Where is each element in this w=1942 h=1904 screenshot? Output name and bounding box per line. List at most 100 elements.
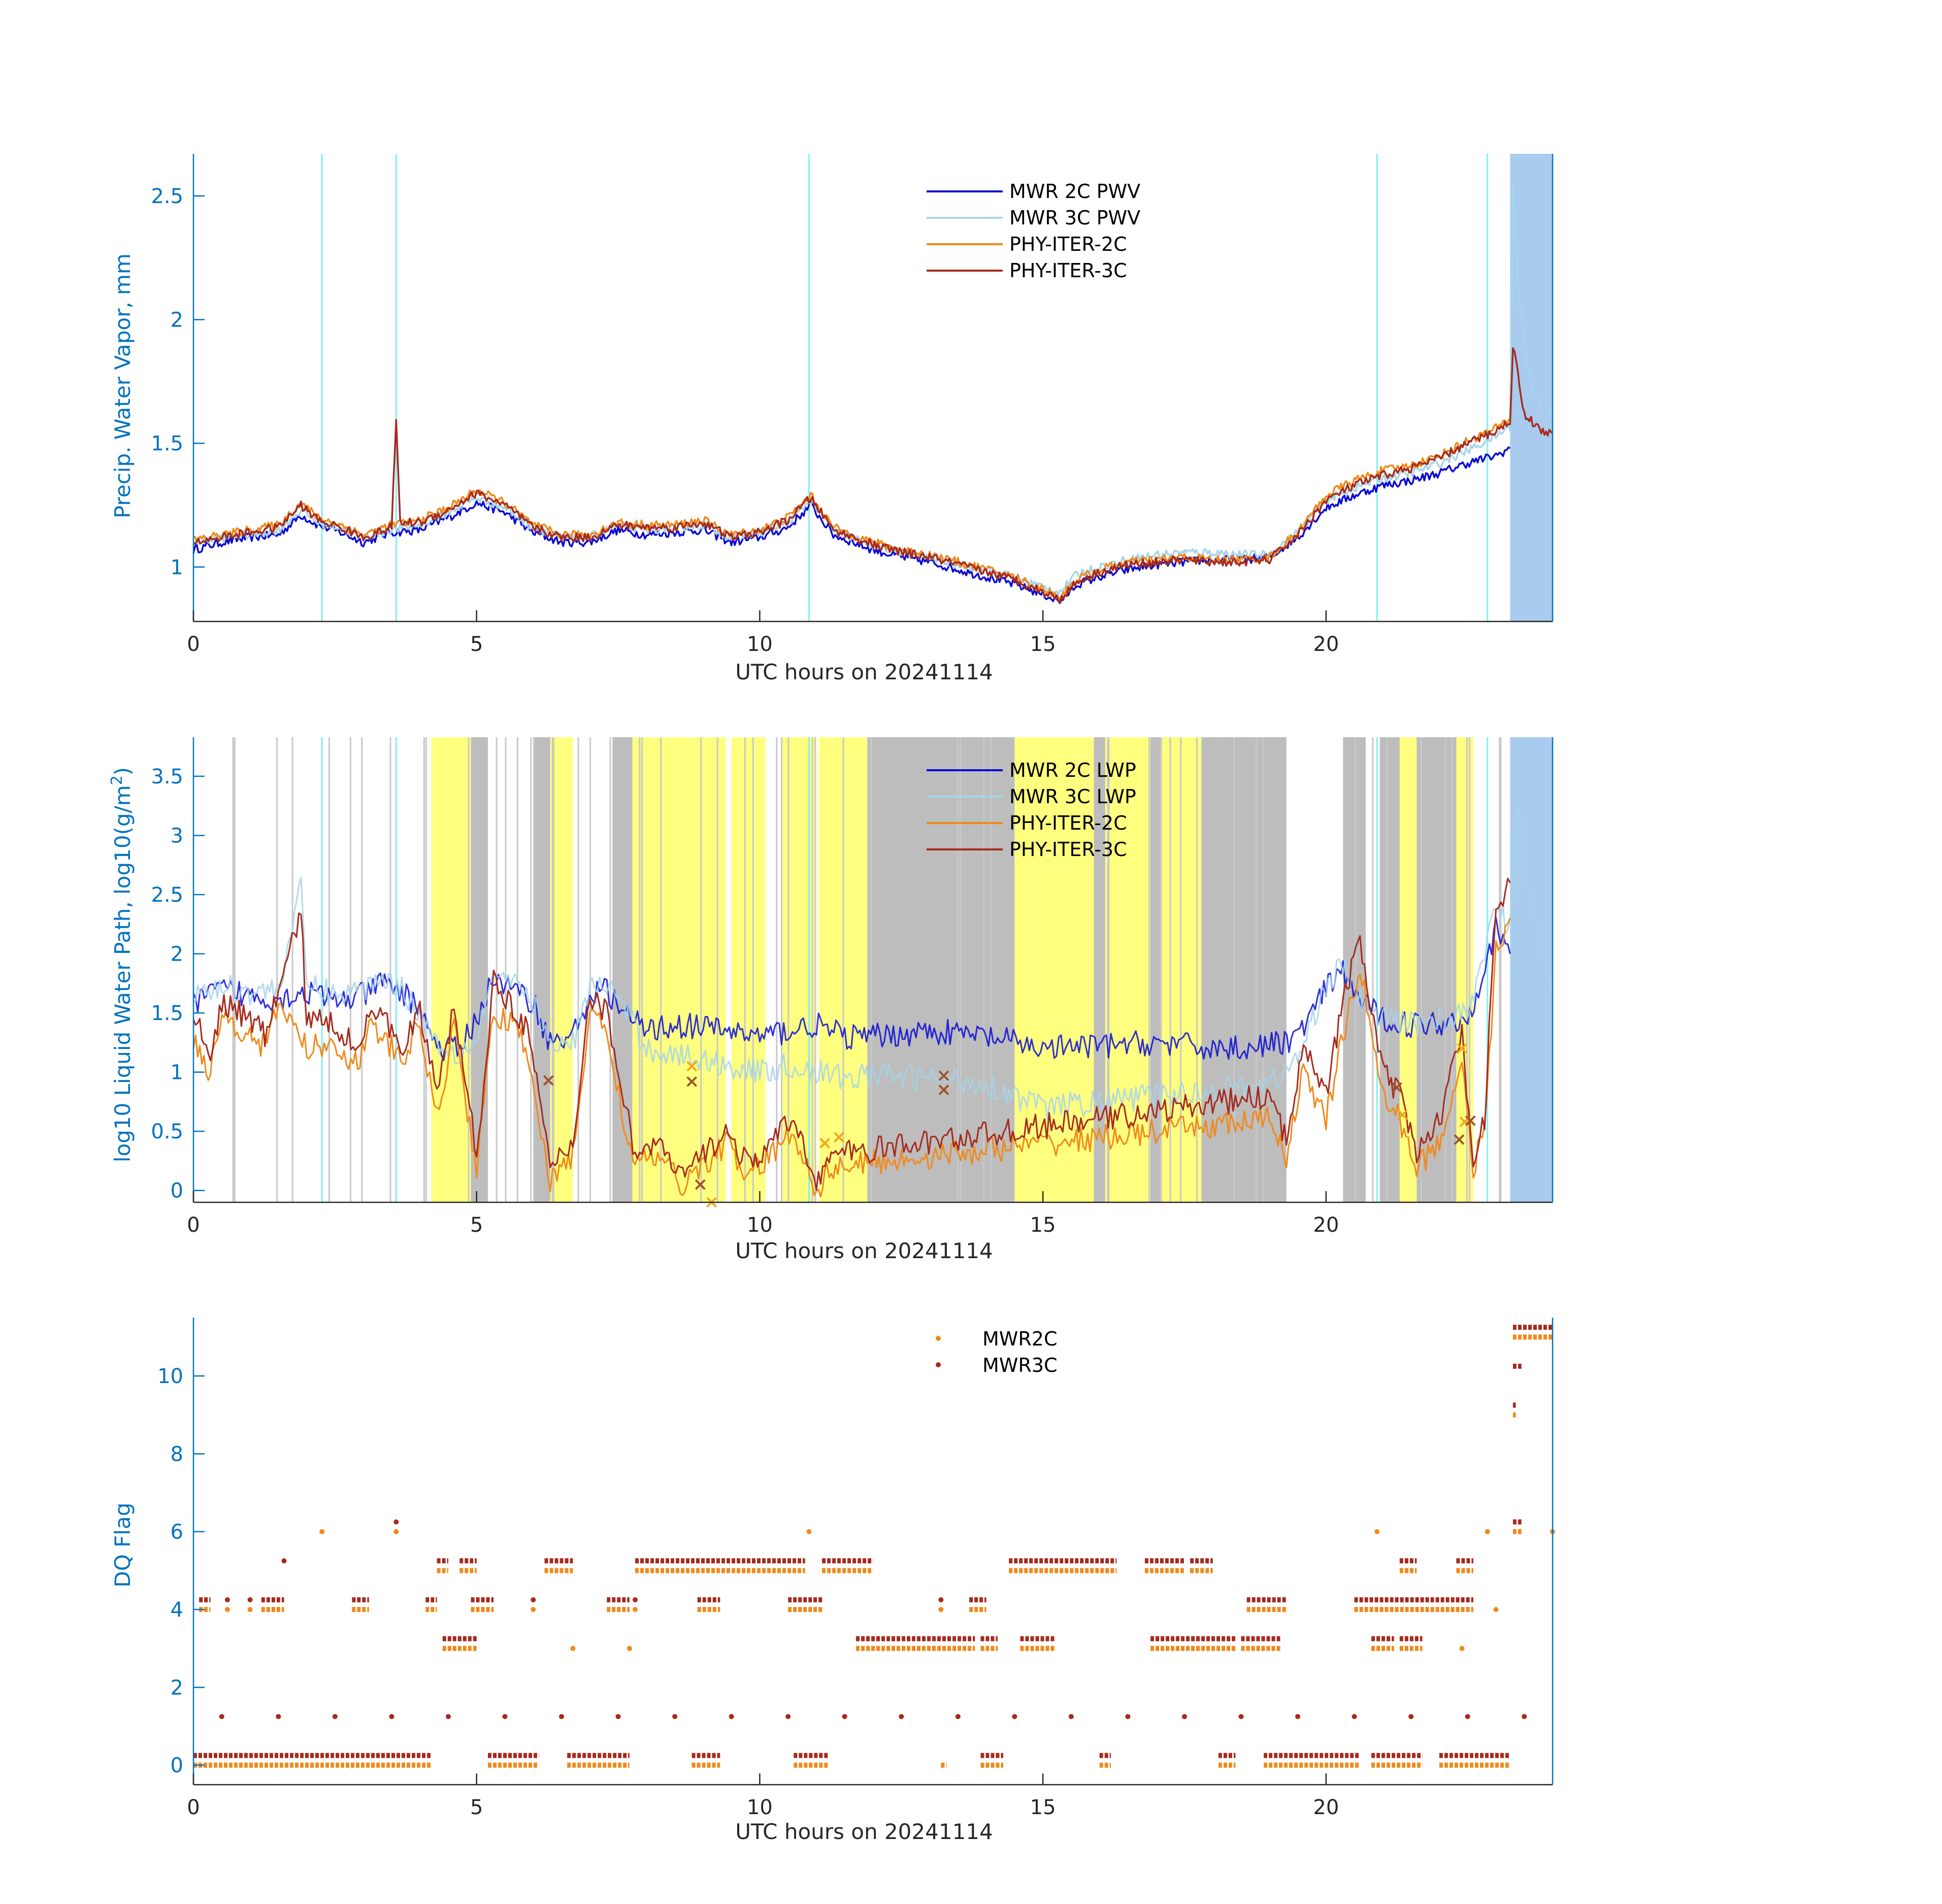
dq-ytick-label-2: 4 bbox=[171, 1598, 183, 1622]
dq-series-1-point-20 bbox=[1352, 1714, 1357, 1719]
dq-xtick-label-0: 0 bbox=[187, 1796, 200, 1819]
lwp-legend-label-2: PHY-ITER-2C bbox=[1009, 812, 1127, 834]
lwp-gray-span-2 bbox=[612, 737, 633, 1202]
lwp-series-0 bbox=[192, 916, 1511, 1061]
pwv-legend: MWR 2C PWV MWR 3C PWV PHY-ITER-2C PHY-IT… bbox=[927, 180, 1140, 282]
lwp-x-marker-8 bbox=[938, 1085, 949, 1095]
lwp-x-marker-2 bbox=[686, 1061, 697, 1072]
dq-series-0-point-10 bbox=[938, 1607, 944, 1612]
dq-series-1-point-14 bbox=[1012, 1714, 1017, 1719]
dq-legend: MWR2C MWR3C bbox=[936, 1328, 1057, 1376]
lwp-series-2 bbox=[192, 917, 1511, 1198]
dq-series-1-point-8 bbox=[672, 1714, 678, 1719]
pwv-panel: 0 5 10 15 20 1 1.5 2 2.5 bbox=[151, 154, 1554, 656]
lwp-x-marker-0 bbox=[543, 1075, 554, 1086]
dq-series-0-point-9 bbox=[633, 1607, 638, 1612]
dq-series-1-point-15 bbox=[1068, 1714, 1074, 1719]
dq-series-0-point-0 bbox=[319, 1529, 325, 1534]
dq-series-1-point-17 bbox=[1181, 1714, 1187, 1719]
dq-ylabel: DQ Flag bbox=[110, 1503, 135, 1588]
lwp-gray-span-1 bbox=[533, 737, 550, 1202]
dq-series-1-point-1 bbox=[276, 1714, 281, 1719]
dq-series-1-point-21 bbox=[1408, 1714, 1414, 1719]
pwv-ytick-label-3: 2.5 bbox=[151, 185, 183, 208]
dq-series-0-point-12 bbox=[627, 1646, 632, 1651]
dq-series-0-point-8 bbox=[531, 1607, 536, 1612]
dq-series-1-point-19 bbox=[1295, 1714, 1301, 1719]
dq-series-1-point-27 bbox=[247, 1597, 253, 1602]
lwp-legend-label-3: PHY-ITER-3C bbox=[1009, 838, 1127, 861]
dq-legend-marker-1 bbox=[936, 1362, 941, 1367]
lwp-gray-span-0 bbox=[471, 737, 488, 1202]
dq-series-1-point-12 bbox=[899, 1714, 904, 1719]
pwv-ytick-label-1: 1.5 bbox=[151, 432, 183, 455]
lwp-x-marker-7 bbox=[938, 1070, 949, 1081]
dq-xtick-label-3: 15 bbox=[1030, 1796, 1056, 1819]
dq-xtick-label-1: 5 bbox=[470, 1796, 483, 1819]
lwp-yellow-span-0 bbox=[431, 737, 471, 1202]
pwv-shade-span bbox=[1510, 154, 1553, 621]
lwp-legend: MWR 2C LWP MWR 3C LWP PHY-ITER-2C PHY-IT… bbox=[927, 759, 1136, 861]
dq-series-1-point-13 bbox=[955, 1714, 961, 1719]
dq-series-0-point-6 bbox=[224, 1607, 230, 1612]
pwv-xtick-label-0: 0 bbox=[187, 633, 200, 656]
pwv-xtick-label-2: 10 bbox=[747, 633, 773, 656]
dq-series-1-point-25 bbox=[393, 1519, 399, 1525]
dq-series-1-point-28 bbox=[531, 1597, 536, 1602]
dq-series-1-point-3 bbox=[389, 1714, 394, 1719]
dq-series-1-point-7 bbox=[615, 1714, 621, 1719]
lwp-xtick-label-2: 10 bbox=[747, 1213, 773, 1237]
dq-series-0-point-1 bbox=[393, 1529, 399, 1534]
lwp-ytick-label-3: 1.5 bbox=[151, 1002, 183, 1025]
dq-series-1-point-23 bbox=[1522, 1714, 1527, 1719]
lwp-xlabel: UTC hours on 20241114 bbox=[735, 1238, 993, 1263]
lwp-shade-span bbox=[1510, 737, 1553, 1202]
lwp-ytick-label-4: 2 bbox=[171, 943, 183, 966]
lwp-yellow-span-2 bbox=[632, 737, 726, 1202]
pwv-legend-label-1: MWR 3C PWV bbox=[1009, 207, 1140, 229]
dq-series-1-point-30 bbox=[938, 1597, 944, 1602]
lwp-xtick-label-3: 15 bbox=[1030, 1213, 1056, 1237]
dq-ytick-label-5: 10 bbox=[157, 1365, 183, 1388]
pwv-ytick-label-2: 2 bbox=[171, 308, 183, 332]
dq-series-1-point-11 bbox=[842, 1714, 847, 1719]
dq-panel: 0 5 10 15 20 0 2 4 6 8 10 bbox=[157, 1318, 1555, 1819]
lwp-x-marker-12 bbox=[1454, 1134, 1465, 1145]
lwp-x-marker-3 bbox=[695, 1179, 706, 1190]
lwp-x-marker-6 bbox=[834, 1132, 844, 1143]
lwp-ylabel-main: log10 Liquid Water Path, log10(g/m bbox=[110, 785, 135, 1162]
dq-series-1-point-10 bbox=[785, 1714, 791, 1719]
dq-series-1-point-6 bbox=[559, 1714, 565, 1719]
dq-series-0-point-3 bbox=[1374, 1529, 1380, 1534]
pwv-xtick-label-3: 15 bbox=[1030, 633, 1056, 656]
pwv-series-3 bbox=[193, 347, 1554, 605]
pwv-xtick-label-1: 5 bbox=[470, 633, 483, 656]
dq-series-1-point-16 bbox=[1125, 1714, 1131, 1719]
dq-series-1-point-26 bbox=[224, 1597, 230, 1602]
dq-xlabel: UTC hours on 20241114 bbox=[735, 1819, 993, 1844]
pwv-ylabel: Precip. Water Vapor, mm bbox=[110, 253, 135, 518]
dq-xtick-label-4: 20 bbox=[1313, 1796, 1339, 1819]
lwp-xtick-label-0: 0 bbox=[187, 1213, 200, 1237]
lwp-legend-label-0: MWR 2C LWP bbox=[1009, 759, 1136, 781]
dq-series-1-point-29 bbox=[633, 1597, 638, 1602]
dq-series-0-point-2 bbox=[806, 1529, 812, 1534]
lwp-x-marker-9 bbox=[1391, 1082, 1402, 1093]
lwp-ytick-label-6: 3 bbox=[171, 824, 183, 847]
lwp-x-marker-14 bbox=[1465, 1115, 1476, 1126]
dq-series-0-point-13 bbox=[1459, 1646, 1465, 1651]
lwp-yellow-span-3 bbox=[731, 737, 766, 1202]
lwp-yellow-span-9 bbox=[1399, 737, 1417, 1202]
lwp-gray-span-3 bbox=[867, 737, 1015, 1202]
lwp-gray-span-4 bbox=[1094, 737, 1105, 1202]
pwv-legend-label-2: PHY-ITER-2C bbox=[1009, 233, 1127, 255]
dq-ytick-label-3: 6 bbox=[171, 1521, 183, 1544]
lwp-x-marker-1 bbox=[686, 1076, 697, 1087]
dq-xtick-label-2: 10 bbox=[747, 1796, 773, 1819]
dq-legend-marker-0 bbox=[936, 1336, 941, 1341]
dq-series-1-point-22 bbox=[1465, 1714, 1470, 1719]
lwp-ytick-label-1: 0.5 bbox=[151, 1120, 183, 1143]
pwv-ytick-label-0: 1 bbox=[171, 556, 183, 579]
lwp-xtick-label-1: 5 bbox=[470, 1213, 483, 1237]
